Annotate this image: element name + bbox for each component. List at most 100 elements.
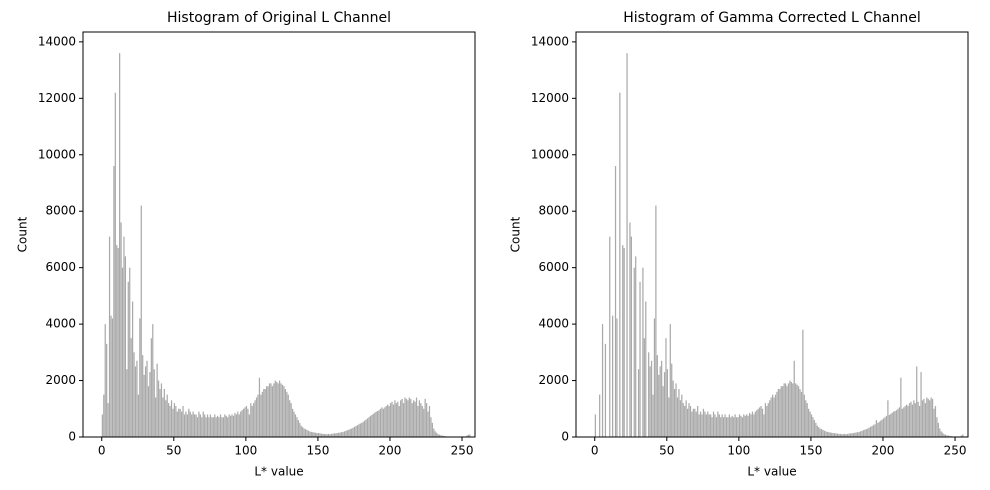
- bar: [770, 397, 772, 437]
- bar: [793, 360, 795, 437]
- bar: [388, 405, 390, 437]
- bar: [639, 281, 641, 437]
- bar: [176, 411, 178, 437]
- bar: [767, 403, 769, 437]
- bar: [144, 366, 147, 437]
- bar: [663, 372, 666, 437]
- bar: [674, 389, 676, 437]
- bar: [266, 386, 268, 437]
- bar: [124, 256, 127, 437]
- bar: [297, 420, 299, 437]
- bar: [764, 403, 767, 437]
- bar: [143, 374, 145, 437]
- bar: [714, 414, 716, 437]
- bar: [859, 431, 862, 437]
- bar: [906, 404, 908, 437]
- bar: [623, 247, 625, 437]
- bar: [211, 417, 213, 437]
- bar: [929, 400, 931, 437]
- bar: [106, 343, 108, 437]
- y-tick-label: 14000: [531, 34, 569, 48]
- bar: [191, 414, 193, 437]
- bar: [224, 414, 226, 437]
- y-tick-label: 4000: [45, 317, 76, 331]
- bar: [172, 408, 174, 437]
- bar: [159, 389, 161, 437]
- bar: [921, 400, 924, 437]
- bar: [659, 366, 661, 437]
- bar: [319, 433, 321, 437]
- y-tick-label: 8000: [45, 204, 76, 218]
- bar: [208, 417, 210, 437]
- bar: [885, 415, 888, 437]
- bar: [257, 394, 259, 437]
- bar: [715, 417, 718, 437]
- bar: [936, 417, 938, 437]
- bar: [757, 408, 759, 437]
- bar: [389, 403, 392, 437]
- bar: [666, 369, 669, 437]
- bar: [629, 222, 631, 437]
- bar: [848, 433, 850, 437]
- bar: [368, 417, 370, 437]
- bar: [923, 398, 925, 437]
- bar: [120, 222, 122, 437]
- bar: [614, 166, 617, 437]
- bar: [133, 352, 135, 437]
- bar: [669, 324, 671, 437]
- bar: [134, 366, 137, 437]
- bar: [414, 401, 416, 437]
- bar: [831, 432, 833, 437]
- y-axis-label: Count: [16, 216, 30, 252]
- bar: [737, 417, 739, 437]
- bar: [358, 424, 360, 437]
- bar: [107, 403, 109, 437]
- axes-frame: [82, 31, 476, 438]
- bar: [601, 324, 604, 437]
- y-tick-label: 14000: [38, 34, 76, 48]
- bar: [818, 427, 820, 437]
- bar: [313, 432, 315, 437]
- bar: [348, 429, 350, 437]
- bar: [366, 418, 369, 437]
- bar: [822, 429, 824, 437]
- bar: [769, 400, 771, 437]
- y-tick-label: 6000: [45, 260, 76, 274]
- bar: [851, 433, 853, 437]
- bar: [296, 417, 298, 437]
- bar: [812, 417, 814, 437]
- bar: [436, 432, 438, 437]
- bar: [792, 383, 794, 437]
- bar: [353, 426, 356, 437]
- bar: [855, 432, 857, 437]
- bar: [420, 403, 422, 437]
- bar: [170, 400, 173, 437]
- bar: [377, 411, 379, 437]
- bar: [268, 383, 271, 437]
- bar: [214, 414, 216, 437]
- bar: [759, 407, 761, 437]
- bar: [182, 405, 184, 437]
- bar: [440, 435, 442, 437]
- bar: [911, 404, 914, 437]
- bar: [802, 329, 804, 437]
- bar: [333, 433, 335, 437]
- bar: [274, 380, 276, 437]
- bar: [299, 422, 301, 437]
- bar: [897, 408, 899, 437]
- bar: [142, 355, 144, 437]
- bar: [894, 411, 896, 437]
- bar: [937, 422, 939, 437]
- bar: [919, 405, 921, 437]
- bar: [232, 415, 235, 437]
- bar: [940, 431, 942, 437]
- bar: [810, 414, 813, 437]
- bar: [263, 389, 265, 437]
- bar: [237, 411, 239, 437]
- bar: [244, 407, 246, 437]
- bar: [248, 414, 250, 437]
- bar: [698, 414, 700, 437]
- bar: [381, 407, 383, 437]
- bar: [594, 414, 596, 437]
- bar: [317, 433, 320, 437]
